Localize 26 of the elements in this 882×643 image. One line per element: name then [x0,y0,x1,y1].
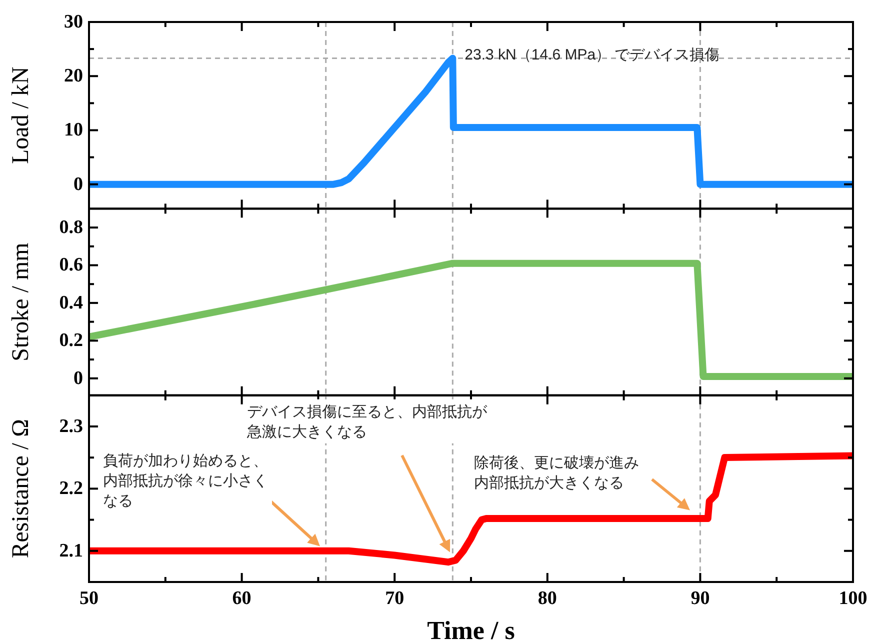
y-tick-label: 2.2 [59,478,83,500]
x-axis-title: Time / s [427,616,515,643]
x-tick-label: 70 [385,588,404,609]
annotation: デバイス損傷に至ると、内部抵抗が急激に大きくなる [246,403,488,440]
y-tick-label: 0 [74,174,83,195]
y-tick-label: 2.3 [59,416,83,437]
annotation: 負荷が加わり始めると、内部抵抗が徐々に小さくなる [103,452,268,510]
y-tick-label: 0.6 [59,254,83,276]
y-tick-label: 0.4 [59,292,84,314]
y-tick-label: 20 [64,66,83,87]
y-axis-title: Load / kN [8,66,34,164]
x-tick-label: 60 [232,588,252,609]
y-tick-label: 0.8 [59,217,83,238]
y-tick-label: 10 [64,120,83,141]
y-axis-title: Resistance / Ω [8,419,34,558]
x-tick-label: 90 [690,588,710,609]
y-tick-label: 0.2 [59,330,83,352]
y-tick-label: 30 [64,12,83,32]
x-tick-label: 80 [538,588,557,609]
x-tick-label: 50 [80,588,98,609]
y-tick-label: 0 [74,368,83,389]
annotation: 23.3 kN（14.6 MPa） でデバイス損傷 [464,46,720,64]
y-tick-label: 2.1 [59,540,83,562]
x-tick-label: 100 [838,588,868,609]
annotation: 除荷後、更に破壊が進み内部抵抗が大きくなる [474,454,639,492]
y-axis-title: Stroke / mm [8,242,34,362]
